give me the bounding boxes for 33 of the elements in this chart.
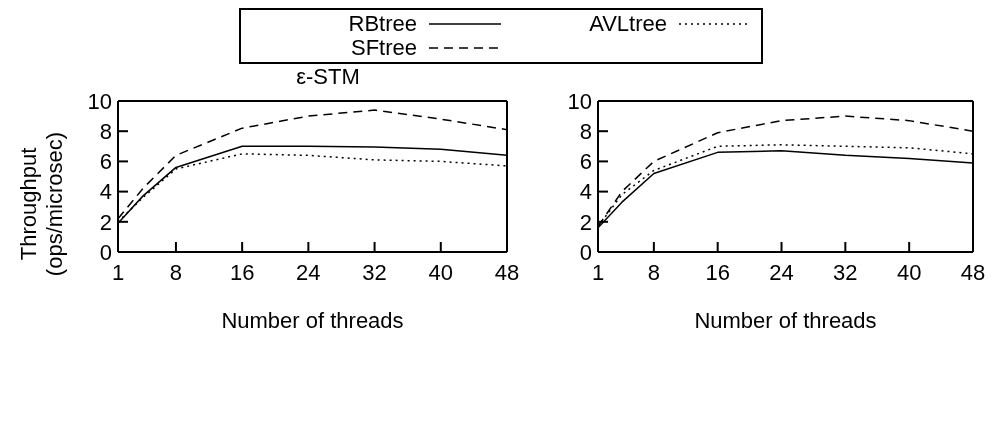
- y-axis-title: Throughput (ops/microsec): [16, 131, 67, 277]
- y-tick-label: 6: [579, 149, 592, 175]
- x-tick-label: 8: [169, 259, 183, 285]
- legend-label: SFtree: [350, 35, 417, 61]
- x-tick-label: 48: [494, 259, 520, 285]
- y-tick-label: 10: [87, 88, 112, 114]
- legend-label: AVLtree: [589, 11, 667, 37]
- x-tick-label: 24: [769, 259, 794, 285]
- x-tick-label: 16: [229, 259, 255, 285]
- y-tick-label: 6: [99, 149, 112, 175]
- y-tick-label: 8: [579, 119, 592, 145]
- x-tick-label: 8: [647, 259, 660, 285]
- y-tick-label: 2: [99, 209, 112, 235]
- y-tick-label: 0: [579, 239, 592, 265]
- x-tick-label: 1: [111, 259, 125, 285]
- x-tick-label: 16: [705, 259, 730, 285]
- x-tick-label: 32: [362, 259, 387, 285]
- x-tick-label: 24: [296, 259, 321, 285]
- y-tick-label: 8: [99, 119, 112, 145]
- y-tick-label: 2: [579, 209, 592, 235]
- y-tick-label: 0: [99, 239, 112, 265]
- x-axis-title: Number of threads: [221, 308, 404, 333]
- x-tick-label: 40: [428, 259, 454, 285]
- x-axis-title: Number of threads: [694, 308, 877, 333]
- chart-title: ε-STM: [296, 64, 360, 89]
- x-tick-label: 1: [591, 259, 605, 285]
- legend-label: RBtree: [348, 11, 417, 37]
- y-tick-label: 10: [567, 88, 592, 114]
- x-tick-label: 48: [960, 259, 986, 285]
- x-tick-label: 32: [833, 259, 858, 285]
- x-tick-label: 40: [896, 259, 922, 285]
- y-tick-label: 4: [579, 179, 592, 205]
- y-tick-label: 4: [99, 179, 112, 205]
